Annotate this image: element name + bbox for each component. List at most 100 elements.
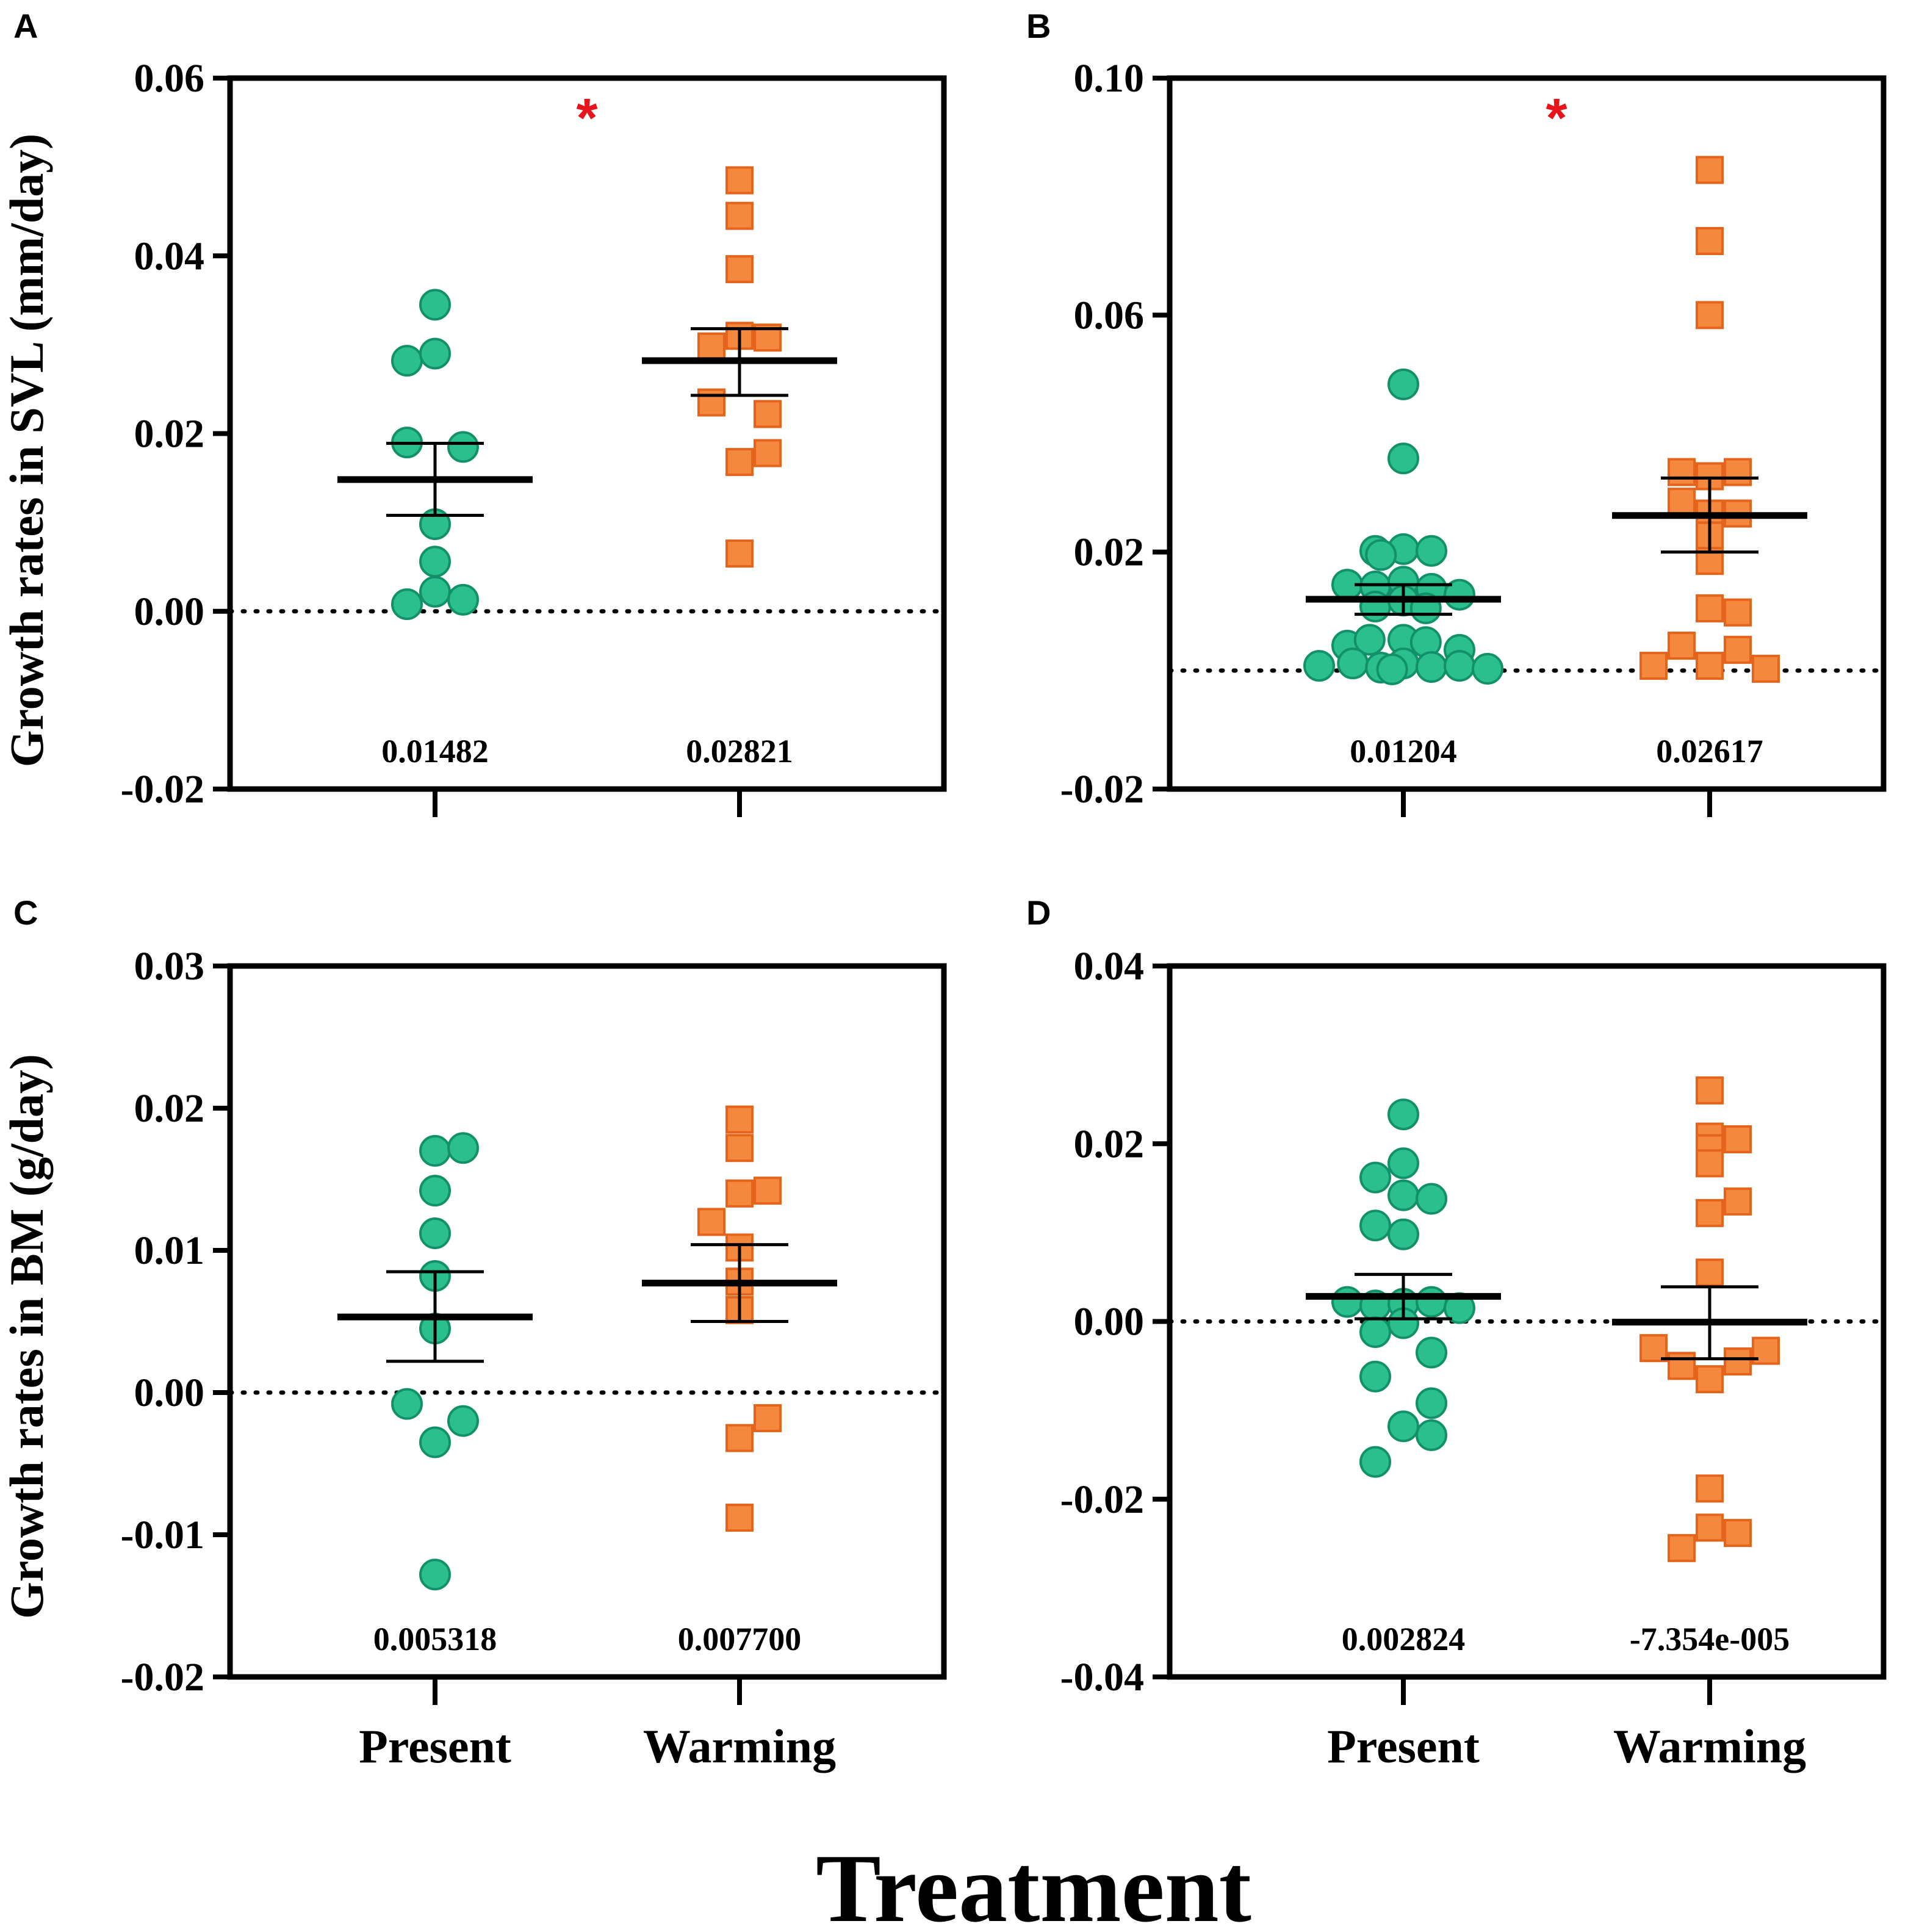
mean-value-label-present: 0.005318 [373,1621,497,1657]
data-point-warming [1696,1474,1724,1503]
panel-letter-c: C [13,893,38,932]
panel-c: -0.02 -0.01 0.00 0.01 0.02 0.03 Present Warming… [121,944,947,1773]
y-axis-label-bm: Growth rates in BM (g/day) [0,1054,53,1619]
data-point-warming [1696,652,1724,680]
y-tick-label: -0.04 [1060,1655,1144,1700]
panel-a: -0.02 0.00 0.02 0.04 0.06 0.01482 0.02821 * [121,56,947,817]
plot-frame [1167,75,1887,792]
data-point-warming [754,1404,782,1432]
data-point-warming [1724,598,1752,627]
data-point-present [1359,1161,1391,1194]
data-point-present [419,575,451,608]
data-point-present [419,1559,451,1591]
panel-b: -0.02 0.02 0.06 0.10 0.01204 0.02617 * [1060,56,1887,817]
data-point-present [1331,1286,1363,1318]
significance-star: * [576,88,597,149]
data-point-present [419,1134,451,1167]
data-point-present [447,583,479,616]
data-point-warming [754,1177,782,1205]
data-point-warming [725,539,754,568]
y-tick-label: -0.01 [121,1513,204,1557]
panel-letter-d: D [1026,893,1051,932]
mean-value-label-present: 0.01482 [381,733,489,770]
data-point-warming [1696,1365,1724,1394]
data-point-present [1388,1098,1419,1131]
plot-frame [227,963,947,1680]
data-point-present [1353,624,1386,656]
x-category-label-present: Present [1327,1720,1480,1773]
y-tick-label: 0.04 [1074,944,1145,989]
y-tick-label: 0.06 [134,56,205,101]
data-point-warming [1639,652,1668,680]
data-point-warming [1668,458,1696,486]
data-point-present [419,1175,451,1207]
data-point-present [419,337,451,370]
data-point-warming [1724,1519,1752,1548]
y-tick-label: 0.01 [134,1228,205,1273]
data-point-warming [1668,632,1696,660]
plot-frame [227,75,947,792]
data-point-warming [1724,458,1752,486]
data-point-present [1416,1336,1447,1369]
data-point-warming [1639,1334,1668,1363]
y-tick-label: 0.06 [1074,293,1145,337]
y-tick-label: 0.00 [1074,1300,1145,1344]
data-point-present [419,546,451,578]
x-category-label-warming: Warming [643,1720,836,1773]
data-point-present [1303,650,1335,682]
data-point-warming [725,255,754,284]
mean-value-label-warming: 0.02821 [686,733,793,770]
data-point-present [1416,1286,1447,1318]
mean-value-label-warming: -7.354e-005 [1630,1621,1790,1657]
data-point-warming [1668,488,1696,516]
y-axis-label-svl: Growth rates in SVL (mm/day) [0,134,53,768]
data-point-warming [1696,1149,1724,1178]
data-point-present [419,289,451,321]
data-point-warming [725,1424,754,1452]
x-category-label-present: Present [359,1720,511,1773]
panel-d: -0.04 -0.02 0.00 0.02 0.04 Present Warming 0.00… [1060,944,1887,1773]
data-point-present [1388,1218,1419,1250]
data-point-warming [725,448,754,477]
data-point-present [1359,1316,1391,1348]
data-point-warming [754,439,782,467]
mean-value-label-present: 0.002824 [1342,1621,1466,1657]
data-point-warming [725,1105,754,1134]
data-point-present [1388,368,1419,400]
data-point-warming [1696,1513,1724,1542]
data-point-warming [725,1504,754,1532]
data-point-warming [1696,156,1724,184]
y-tick-label: 0.02 [1074,1122,1145,1166]
data-point-present [419,1426,451,1458]
data-point-present [1416,651,1447,683]
data-point-warming [1696,226,1724,255]
data-point-present [447,1405,479,1437]
data-point-warming [725,1134,754,1162]
data-point-warming [754,400,782,428]
panel-letter-a: A [13,7,38,45]
data-point-warming [1752,654,1780,683]
y-tick-label: -0.02 [121,767,204,812]
data-point-present [1472,652,1503,685]
y-tick-label: 0.03 [134,944,205,989]
y-tick-label: 0.02 [134,1086,205,1131]
data-point-present [419,1217,451,1250]
data-point-present [391,345,423,377]
data-point-warming [1668,1352,1696,1380]
data-point-warming [725,201,754,230]
data-point-present [1416,1419,1447,1451]
y-tick-label: -0.02 [121,1655,204,1700]
data-point-present [1416,1387,1447,1419]
x-axis-label: Treatment [816,1834,1251,1932]
data-point-present [447,431,479,463]
x-category-label-warming: Warming [1613,1720,1806,1773]
data-point-warming [725,1179,754,1208]
y-tick-label: -0.02 [1060,1477,1144,1522]
data-point-warming [1668,1534,1696,1562]
data-point-warming [1696,1258,1724,1287]
data-point-present [1359,1446,1391,1478]
data-point-warming [1724,1187,1752,1216]
data-point-warming [697,388,725,417]
data-point-present [1365,539,1397,571]
